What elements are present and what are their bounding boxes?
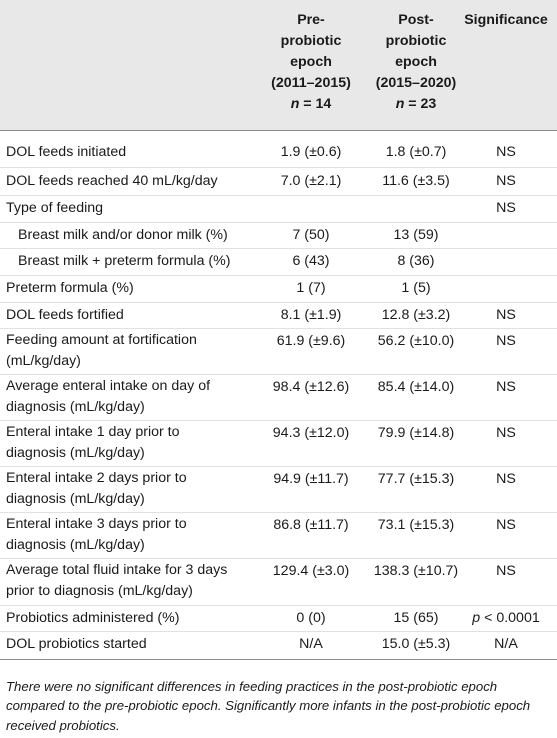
table-row: DOL feeds reached 40 mL/kg/day 7.0 (±2.1… [0,168,557,196]
n-value: = 23 [404,96,437,112]
row-label: Enteral intake 3 days prior to diagnosis … [6,516,187,553]
table-row: Feeding amount at fortification (mL/kg/da… [0,328,557,375]
table-header: Pre- probiotic epoch (2011–2015) n = 14 … [0,0,557,131]
table-row: Breast milk and/or donor milk (%) 7 (50)… [0,222,557,249]
post-value: 11.6 (±3.5) [382,173,450,189]
pre-value: 7.0 (±2.1) [280,173,342,189]
pre-value: 98.4 (±12.6) [272,379,350,395]
pre-value: 1 (7) [296,280,326,296]
pre-value: 94.3 (±12.0) [272,425,350,441]
post-value: 73.1 (±15.3) [377,517,455,533]
row-label: Breast milk and/or donor milk (%) [18,227,228,243]
row-label: Enteral intake 1 day prior to diagnosis (… [6,424,180,461]
table-row: Probiotics administered (%) 0 (0) 15 (65… [0,605,557,632]
significance-value: NS [496,173,516,189]
header-significance: Significance [456,10,556,31]
significance-value: N/A [494,636,518,652]
table-row: Average enteral intake on day of diagnosi… [0,374,557,421]
header-post-line: (2015–2020) [375,75,457,91]
row-label: Preterm formula (%) [6,280,134,296]
table-row: DOL feeds fortified 8.1 (±1.9) 12.8 (±3.… [0,302,557,329]
row-label: Breast milk + preterm formula (%) [18,253,231,269]
pre-value: 1.9 (±0.6) [280,144,342,160]
post-value: 56.2 (±10.0) [377,333,455,349]
significance-value: NS [496,333,516,349]
significance-value: NS [496,563,516,579]
row-label: Feeding amount at fortification (mL/kg/da… [6,332,197,369]
header-pre-n: n = 14 [255,94,367,115]
table-row: Average total fluid intake for 3 days pri… [0,558,557,606]
row-label: DOL feeds fortified [6,307,124,323]
significance-value: NS [496,144,516,160]
significance-value: NS [496,471,516,487]
header-post-n: n = 23 [367,94,465,115]
row-label: DOL feeds reached 40 mL/kg/day [6,173,218,189]
p-symbol: p [472,610,481,626]
significance-value: p < 0.0001 [456,608,556,628]
pre-value: 8.1 (±1.9) [280,307,342,323]
post-value: 15.0 (±5.3) [381,636,451,652]
significance-value: NS [496,379,516,395]
table-row: Enteral intake 3 days prior to diagnosis … [0,512,557,559]
header-post-line: Post- [398,12,434,28]
n-value: = 14 [299,96,332,112]
pre-value: 0 (0) [296,610,326,626]
header-pre-probiotic-epoch: Pre- probiotic epoch (2011–2015) n = 14 [255,10,367,115]
pre-value: 6 (43) [292,253,330,269]
significance-value: NS [496,200,516,216]
post-value: 138.3 (±10.7) [373,563,459,579]
row-label: Average enteral intake on day of diagnosi… [6,378,211,415]
post-value: 77.7 (±15.3) [377,471,455,487]
n-symbol: n [395,96,405,112]
pre-value: 94.9 (±11.7) [273,471,349,487]
table-row: DOL probiotics started N/A 15.0 (±5.3) N… [0,631,557,660]
pre-value: 7 (50) [292,227,330,243]
significance-value: NS [496,307,516,323]
header-pre-line: probiotic [280,33,342,49]
row-label: Type of feeding [6,200,104,216]
post-value: 15 (65) [393,610,439,626]
header-post-line: epoch [395,54,437,70]
row-label: DOL feeds initiated [6,144,127,160]
post-value: 8 (36) [397,253,435,269]
pre-value: N/A [299,636,323,652]
table-row: DOL feeds initiated 1.9 (±0.6) 1.8 (±0.7… [0,139,557,168]
row-label: DOL probiotics started [6,636,147,652]
post-value: 79.9 (±14.8) [377,425,455,441]
table-row: Enteral intake 2 days prior to diagnosis … [0,466,557,513]
header-pre-line: Pre- [297,12,325,28]
post-value: 12.8 (±3.2) [381,307,451,323]
table-footnote: There were no significant differences in… [6,679,531,733]
table-row: Breast milk + preterm formula (%) 6 (43)… [0,248,557,276]
row-label: Enteral intake 2 days prior to diagnosis … [6,470,187,507]
header-post-probiotic-epoch: Post- probiotic epoch (2015–2020) n = 23 [367,10,465,115]
table-row: Enteral intake 1 day prior to diagnosis (… [0,420,557,467]
table-row: Type of feeding NS [0,195,557,223]
post-value: 13 (59) [393,227,439,243]
significance-value: NS [496,517,516,533]
header-pre-line: epoch [290,54,332,70]
table-row: Preterm formula (%) 1 (7) 1 (5) [0,275,557,303]
row-label: Average total fluid intake for 3 days pri… [6,562,228,599]
row-label: Probiotics administered (%) [6,610,180,626]
header-pre-line: (2011–2015) [271,75,351,91]
p-value: < 0.0001 [480,610,540,626]
pre-value: 86.8 (±11.7) [273,517,349,533]
header-post-line: probiotic [385,33,447,49]
n-symbol: n [290,96,300,112]
post-value: 1.8 (±0.7) [385,144,447,160]
pre-value: 61.9 (±9.6) [276,333,346,349]
significance-value: NS [496,425,516,441]
post-value: 1 (5) [401,280,431,296]
pre-value: 129.4 (±3.0) [272,563,350,579]
header-significance-label: Significance [464,12,548,28]
post-value: 85.4 (±14.0) [377,379,455,395]
